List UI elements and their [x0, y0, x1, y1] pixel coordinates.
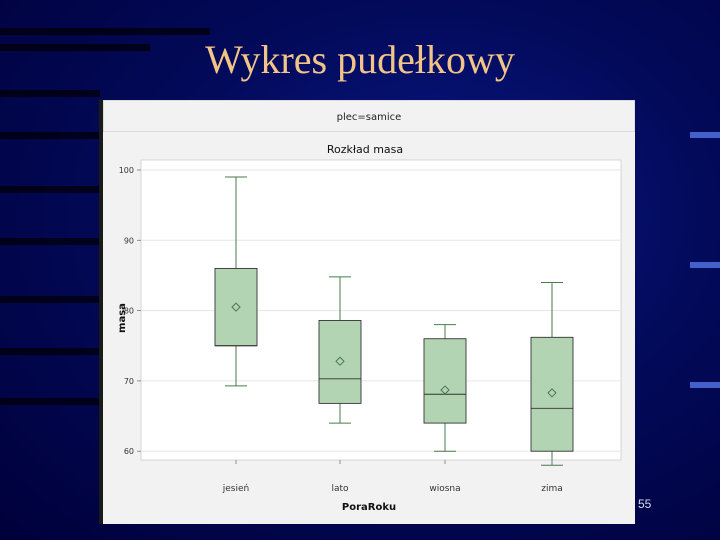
- x-tick-label: zima: [541, 484, 563, 494]
- x-tick-label: lato: [331, 484, 349, 494]
- box-layer: [214, 176, 574, 466]
- mean-marker: [231, 302, 241, 312]
- boxplot-chart: plec=samice Rozkład masa 60 70 80 90 100 jesi…: [103, 100, 635, 524]
- x-tick-label: wiosna: [429, 484, 460, 494]
- y-tick-label: 60: [124, 447, 134, 456]
- y-tick-label: 90: [124, 236, 134, 245]
- box-3: [530, 336, 574, 452]
- y-axis-label: masa: [117, 303, 128, 333]
- box-2: [423, 338, 467, 424]
- slide-number: 55: [638, 497, 652, 511]
- x-tick-label: jesień: [222, 484, 249, 494]
- y-tick-label: 80: [124, 307, 134, 316]
- x-axis-label: PoraRoku: [342, 502, 396, 513]
- mean-marker: [547, 388, 557, 398]
- axis-layer: 60 70 80 90 100 jesień lato wiosna zima: [119, 166, 563, 494]
- mean-marker: [335, 356, 345, 366]
- panel-label: plec=samice: [337, 112, 402, 123]
- chart-panel: plec=samice Rozkład masa 60 70 80 90 100 jesi…: [99, 100, 635, 524]
- slide-title: Wykres pudełkowy: [205, 37, 515, 82]
- mean-marker: [440, 385, 450, 395]
- box-0: [214, 267, 258, 347]
- y-tick-label: 100: [119, 166, 134, 175]
- y-tick-label: 70: [124, 377, 134, 386]
- box-1: [318, 319, 362, 404]
- chart-title: Rozkład masa: [327, 143, 403, 156]
